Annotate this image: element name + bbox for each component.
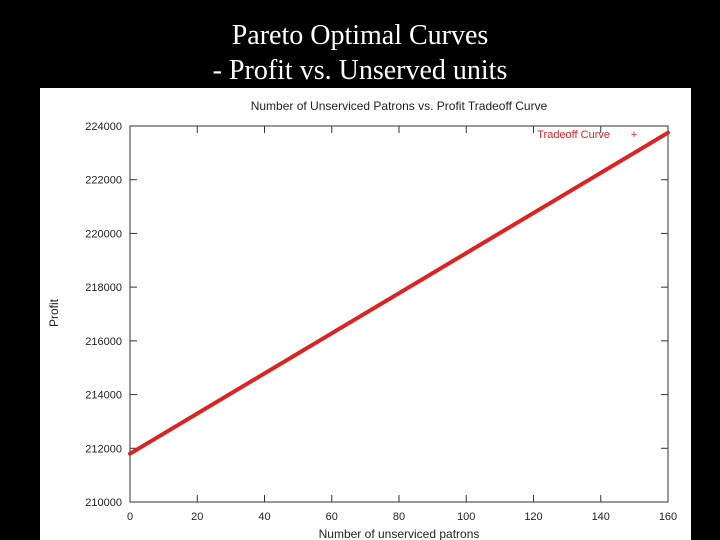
slide-title: Pareto Optimal Curves - Profit vs. Unser… (0, 18, 720, 88)
axis-ticks: 0 20 40 60 80 100 120 140 160 210000 212000 214000 2… (85, 121, 677, 523)
chart-title: Number of Unserviced Patrons vs. Profit … (251, 99, 548, 113)
slide-title-line-2: - Profit vs. Unserved units (212, 55, 508, 86)
series-line-0 (128, 130, 670, 456)
x-tick-label-0: 0 (127, 511, 133, 523)
legend-marker-0: + (631, 129, 637, 141)
y-tick-label-2: 214000 (85, 390, 122, 402)
x-tick-label-3: 60 (326, 511, 338, 523)
x-tick-label-8: 160 (659, 511, 677, 523)
slide-title-line-1: Pareto Optimal Curves (231, 20, 489, 51)
x-axis-label: Number of unserviced patrons (319, 527, 480, 540)
y-tick-label-4: 218000 (85, 282, 122, 294)
x-tick-label-7: 140 (592, 511, 610, 523)
x-tick-label-1: 20 (191, 511, 203, 523)
x-tick-label-2: 40 (258, 511, 270, 523)
x-tick-label-6: 120 (524, 511, 542, 523)
y-tick-label-0: 210000 (85, 497, 122, 509)
plot-panel: Number of Unserviced Patrons vs. Profit … (40, 88, 691, 540)
x-tick-label-5: 100 (457, 511, 475, 523)
legend-label-0: Tradeoff Curve (537, 129, 610, 141)
y-tick-label-1: 212000 (85, 443, 122, 455)
y-axis-label: Profit (47, 298, 61, 327)
legend: Tradeoff Curve + (537, 129, 637, 141)
y-tick-label-7: 224000 (85, 121, 122, 133)
y-tick-label-3: 216000 (85, 336, 122, 348)
y-tick-label-5: 220000 (85, 228, 122, 240)
x-tick-label-4: 80 (393, 511, 405, 523)
tradeoff-chart: Number of Unserviced Patrons vs. Profit … (47, 99, 677, 540)
series-layer (128, 130, 670, 456)
y-tick-label-6: 222000 (85, 175, 122, 187)
